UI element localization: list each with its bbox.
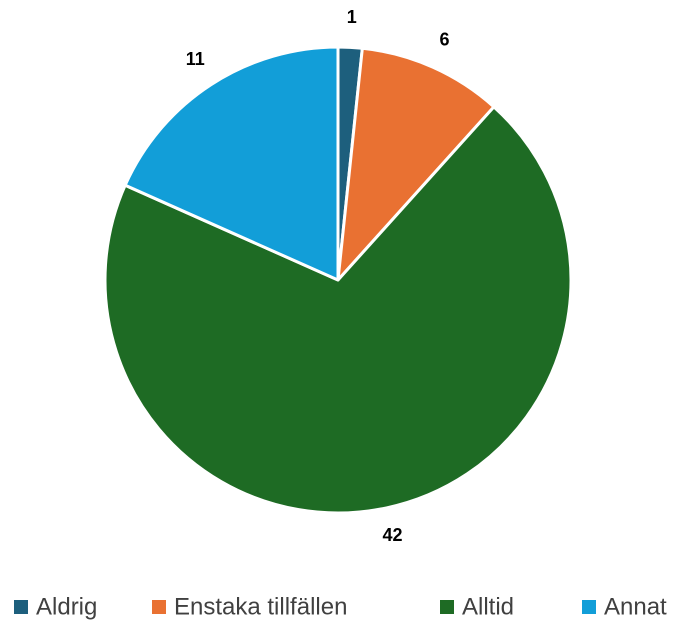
data-label: 11 — [186, 49, 205, 69]
pie-slice — [103, 105, 573, 515]
data-label: 6 — [440, 29, 450, 49]
pie-slice — [123, 45, 340, 282]
data-label: 1 — [347, 7, 357, 27]
legend-label: Annat — [604, 593, 667, 620]
legend-swatch — [582, 600, 596, 614]
legend-swatch — [152, 600, 166, 614]
legend-swatch — [14, 600, 28, 614]
legend-label: Aldrig — [36, 593, 97, 620]
data-label: 42 — [382, 525, 402, 545]
pie-slice — [336, 46, 496, 282]
legend-swatch — [440, 600, 454, 614]
legend-label: Alltid — [462, 593, 514, 620]
legend-label: Enstaka tillfällen — [174, 593, 347, 620]
